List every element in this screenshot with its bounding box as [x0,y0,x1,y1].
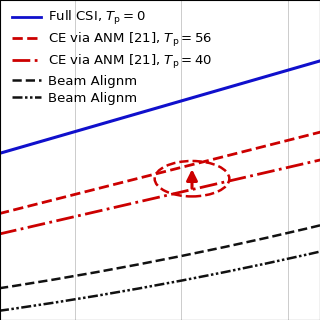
Legend: Full CSI, $T_\mathrm{p} = 0$, CE via ANM [21], $T_\mathrm{p} = 56$, CE via ANM [: Full CSI, $T_\mathrm{p} = 0$, CE via ANM… [10,7,215,108]
